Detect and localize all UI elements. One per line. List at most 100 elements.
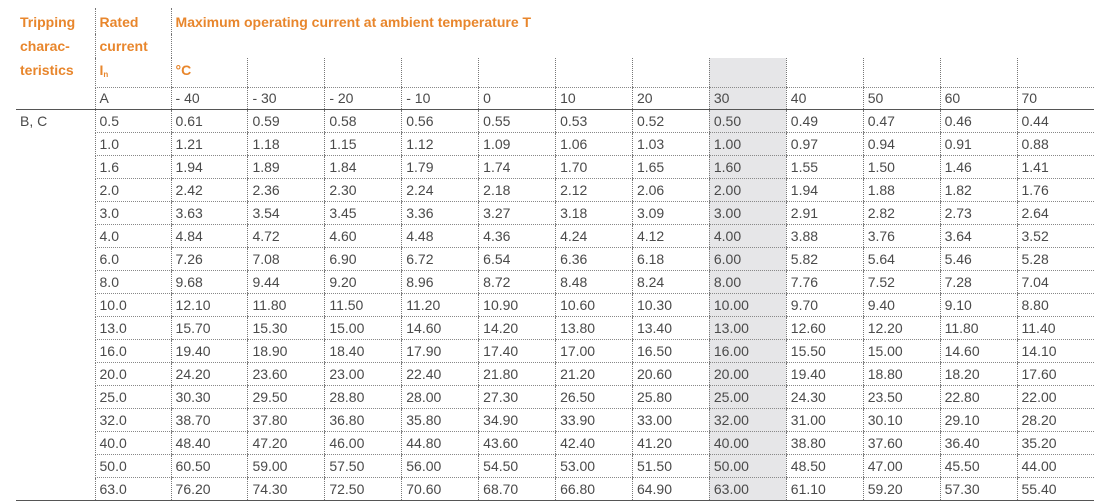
current-value-cell: 48.40	[170, 431, 248, 455]
current-value-cell: 8.00	[708, 270, 787, 294]
current-value-cell: 17.90	[401, 339, 479, 363]
current-value-cell: 4.36	[478, 224, 556, 248]
current-value-cell: 37.60	[862, 431, 941, 455]
current-value-cell: 18.80	[862, 362, 941, 386]
current-value-cell: 15.00	[862, 339, 941, 363]
current-value-cell: 6.90	[324, 247, 402, 271]
table-row: 1.6 1.94 1.89 1.84 1.79 1.74 1.70 1.65 1.60 1.55 1…	[16, 155, 1094, 179]
characteristic-cell	[16, 477, 96, 501]
current-value-cell: 46.00	[324, 431, 402, 455]
current-value-cell: 36.40	[939, 431, 1017, 455]
current-value-cell: 56.00	[401, 454, 479, 478]
current-value-cell: 3.18	[555, 201, 633, 225]
current-value-cell: 20.00	[708, 362, 787, 386]
current-value-cell: 38.70	[170, 408, 248, 432]
current-value-cell: 43.60	[478, 431, 556, 455]
rated-current-cell: 63.0	[94, 477, 172, 501]
current-value-cell: 3.88	[785, 224, 864, 248]
temperature-header: 60	[939, 87, 1017, 110]
current-value-cell: 59.20	[862, 477, 941, 501]
table-row: 63.0 76.20 74.30 72.50 70.60 68.70 66.80 64.90 6…	[16, 477, 1094, 501]
current-value-cell: 59.00	[247, 454, 325, 478]
current-value-cell: 63.00	[708, 477, 787, 501]
table-row: 10.0 12.10 11.80 11.50 11.20 10.90 10.60 10.30 1…	[16, 293, 1094, 317]
current-value-cell: 3.54	[247, 201, 325, 225]
header-dotted-cell	[785, 58, 864, 88]
table-row: 8.0 9.68 9.44 9.20 8.96 8.72 8.48 8.24 8.00 7.76 7…	[16, 270, 1094, 294]
current-value-cell: 3.27	[478, 201, 556, 225]
current-value-cell: 23.50	[862, 385, 941, 409]
table-row: 1.0 1.21 1.18 1.15 1.12 1.09 1.06 1.03 1.00 0.97 0…	[16, 132, 1094, 156]
rated-current-cell: 6.0	[94, 247, 172, 271]
current-value-cell: 1.41	[1016, 155, 1094, 179]
current-value-cell: 1.09	[478, 132, 556, 156]
current-value-cell: 70.60	[401, 477, 479, 501]
in-subscript: n	[103, 70, 109, 79]
header-deg-unit: °C	[170, 58, 248, 88]
current-value-cell: 3.64	[939, 224, 1017, 248]
current-value-cell: 0.61	[170, 109, 248, 133]
current-value-cell: 24.20	[170, 362, 248, 386]
current-value-cell: 5.46	[939, 247, 1017, 271]
current-value-cell: 9.68	[170, 270, 248, 294]
current-value-cell: 11.50	[324, 293, 402, 317]
characteristic-cell	[16, 432, 95, 455]
current-value-cell: 10.30	[631, 293, 710, 317]
current-value-cell: 37.80	[247, 408, 325, 432]
current-value-cell: 16.50	[631, 339, 710, 363]
current-value-cell: 3.09	[631, 201, 710, 225]
current-value-cell: 15.00	[324, 316, 402, 340]
current-value-cell: 26.50	[555, 385, 633, 409]
current-value-cell: 0.56	[401, 109, 479, 133]
current-value-cell: 7.76	[785, 270, 864, 294]
current-value-cell: 22.80	[939, 385, 1017, 409]
current-value-cell: 1.55	[785, 155, 864, 179]
current-value-cell: 38.80	[785, 431, 864, 455]
current-value-cell: 15.30	[247, 316, 325, 340]
current-value-cell: 0.49	[785, 109, 864, 133]
current-value-cell: 7.28	[939, 270, 1017, 294]
current-value-cell: 25.00	[708, 385, 787, 409]
current-value-cell: 2.73	[939, 201, 1017, 225]
current-value-cell: 23.00	[324, 362, 402, 386]
current-value-cell: 35.80	[401, 408, 479, 432]
current-value-cell: 33.90	[555, 408, 633, 432]
temperature-header: - 30	[247, 87, 325, 110]
current-value-cell: 7.08	[247, 247, 325, 271]
current-value-cell: 2.82	[862, 201, 941, 225]
current-value-cell: 35.20	[1016, 431, 1094, 455]
current-value-cell: 0.44	[1016, 109, 1094, 133]
header-dotted-cell	[939, 58, 1017, 88]
table-row: 20.0 24.20 23.60 23.00 22.40 21.80 21.20 20.60 2…	[16, 362, 1094, 386]
current-value-cell: 18.20	[939, 362, 1017, 386]
current-value-cell: 1.50	[862, 155, 941, 179]
current-value-cell: 1.74	[478, 155, 556, 179]
current-value-cell: 28.00	[401, 385, 479, 409]
rated-current-cell: 13.0	[94, 316, 172, 340]
temperature-header: 50	[862, 87, 941, 110]
table-row: 6.0 7.26 7.08 6.90 6.72 6.54 6.36 6.18 6.00 5.82 5…	[16, 247, 1094, 271]
current-value-cell: 29.10	[939, 408, 1017, 432]
rated-current-cell: 20.0	[94, 362, 172, 386]
current-value-cell: 9.40	[862, 293, 941, 317]
current-value-cell: 3.52	[1016, 224, 1094, 248]
temperature-header: 0	[478, 87, 556, 110]
current-value-cell: 0.94	[862, 132, 941, 156]
characteristic-cell	[16, 248, 95, 271]
current-value-cell: 3.00	[708, 201, 787, 225]
current-value-cell: 50.00	[708, 454, 787, 478]
current-value-cell: 33.00	[631, 408, 710, 432]
current-value-cell: 10.60	[555, 293, 633, 317]
table-row: B, C 0.5 0.61 0.59 0.58 0.56 0.55 0.53 0.52 0.50 0…	[16, 109, 1094, 133]
current-value-cell: 8.48	[555, 270, 633, 294]
characteristic-cell	[16, 225, 95, 248]
characteristic-cell	[16, 363, 95, 386]
temperature-header: - 40	[170, 87, 248, 110]
header-dotted-cell	[555, 58, 633, 88]
characteristic-cell	[16, 340, 95, 363]
current-value-cell: 12.10	[170, 293, 248, 317]
current-value-cell: 10.90	[478, 293, 556, 317]
current-value-cell: 1.46	[939, 155, 1017, 179]
temperature-header: 10	[555, 87, 633, 110]
current-value-cell: 68.70	[478, 477, 556, 501]
